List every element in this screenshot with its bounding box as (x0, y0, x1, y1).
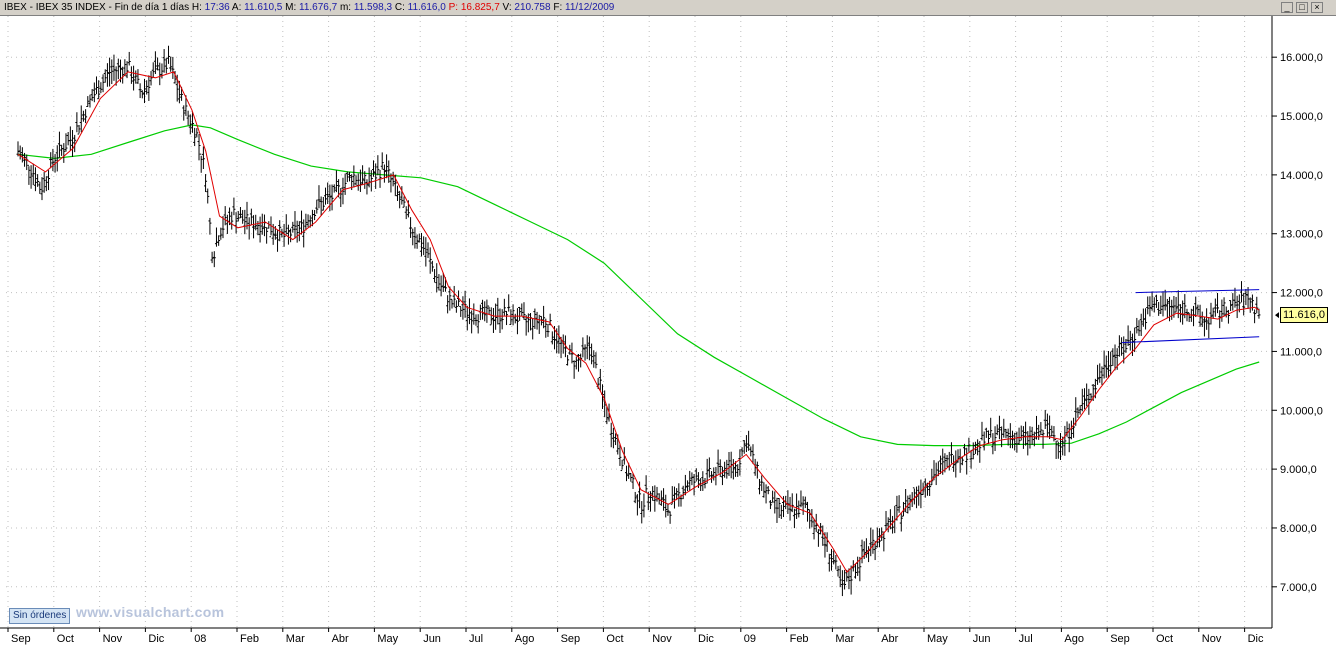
x-tick-label: Mar (286, 633, 305, 645)
x-tick-label: Sep (11, 633, 31, 645)
price-axis: 7.000,0 8.000,0 9.000,0 10.000,0 11.000,0 12.… (1271, 16, 1323, 628)
quote-label: C: (392, 2, 408, 13)
x-tick-label: Nov (103, 633, 123, 645)
x-tick-label: Nov (1202, 633, 1222, 645)
quote-value: 11.610,5 (244, 2, 283, 13)
x-tick-label: Jul (1019, 633, 1033, 645)
quote-label: F: (550, 2, 566, 13)
channel-line (1121, 336, 1260, 344)
last-price-tag: 11.616,0 (1280, 307, 1329, 324)
quote-value: 210.758 (514, 2, 551, 13)
y-tick-label: 9.000,0 (1280, 464, 1317, 476)
x-tick-label: Dic (1248, 633, 1264, 645)
last-price-marker (1275, 312, 1279, 319)
y-tick-label: 8.000,0 (1280, 523, 1317, 535)
close-button[interactable]: × (1311, 2, 1323, 13)
quote-value: 11.676,7 (299, 2, 338, 13)
y-tick-label: 15.000,0 (1280, 111, 1323, 123)
quote-label: H: (191, 2, 205, 13)
y-tick-label: 12.000,0 (1280, 288, 1323, 300)
x-tick-label: May (377, 633, 398, 645)
x-tick-label: Mar (835, 633, 854, 645)
quote-label: V: (499, 2, 515, 13)
x-tick-label: Nov (652, 633, 672, 645)
quote-label: m: (337, 2, 354, 13)
quote-label: M: (282, 2, 300, 13)
x-tick-label: Oct (1156, 633, 1173, 645)
quote-label: P: (445, 2, 461, 13)
x-tick-label: Sep (561, 633, 581, 645)
x-tick-label: Jul (469, 633, 483, 645)
symbol: IBEX (4, 2, 27, 13)
y-tick-label: 16.000,0 (1280, 52, 1323, 64)
x-tick-label: 08 (194, 633, 206, 645)
quote-value: 16.825,7 (460, 2, 500, 13)
chart-grid (6, 16, 1272, 628)
price-chart[interactable]: 7.000,0 8.000,0 9.000,0 10.000,0 11.000,0 12.… (0, 16, 1336, 647)
time-axis: Sep Oct Nov Dic 08 Feb Mar Abr May Jun Jul Ago Sep Oc… (0, 627, 1272, 645)
quote-label: A: (229, 2, 245, 13)
series-layer (16, 45, 1261, 597)
quote-header: IBEX - IBEX 35 INDEX - Fin de día 1 días… (4, 2, 615, 13)
period-label: Fin de día 1 días (114, 2, 190, 13)
orders-button[interactable]: Sin órdenes (9, 608, 71, 624)
quote-value: 17:36 (204, 2, 230, 13)
quote-value: 11.598,3 (353, 2, 393, 13)
ma-long-line (17, 124, 1260, 447)
ma-short-line (17, 71, 1260, 573)
x-tick-label: Jun (423, 633, 441, 645)
x-tick-label: 09 (744, 633, 756, 645)
y-tick-label: 14.000,0 (1280, 170, 1323, 182)
x-tick-label: Feb (790, 633, 809, 645)
x-tick-label: May (927, 633, 948, 645)
x-tick-label: Dic (148, 633, 164, 645)
x-tick-label: Dic (698, 633, 714, 645)
y-tick-label: 10.000,0 (1280, 405, 1323, 417)
y-tick-label: 13.000,0 (1280, 229, 1323, 241)
quote-value: 11/12/2009 (565, 2, 615, 13)
minimize-button[interactable]: _ (1281, 2, 1293, 13)
chart-title-bar: IBEX - IBEX 35 INDEX - Fin de día 1 días… (0, 0, 1336, 16)
index-name: IBEX 35 INDEX (35, 2, 106, 13)
y-tick-label: 7.000,0 (1280, 582, 1317, 594)
x-tick-label: Abr (332, 633, 349, 645)
quote-value: 11.616,0 (407, 2, 446, 13)
x-tick-label: Sep (1110, 633, 1130, 645)
x-tick-label: Ago (1064, 633, 1084, 645)
watermark: www.visualchart.com (76, 604, 225, 620)
x-tick-label: Ago (515, 633, 535, 645)
maximize-button[interactable]: □ (1296, 2, 1308, 13)
x-tick-label: Abr (881, 633, 898, 645)
channel-line (1135, 289, 1260, 294)
quote-items: H: 17:36 A: 11.610,5 M: 11.676,7 m: 11.5… (192, 2, 614, 13)
x-tick-label: Oct (57, 633, 74, 645)
x-tick-label: Feb (240, 633, 259, 645)
x-tick-label: Jun (973, 633, 991, 645)
y-tick-label: 11.000,0 (1280, 346, 1322, 358)
x-tick-label: Oct (606, 633, 623, 645)
